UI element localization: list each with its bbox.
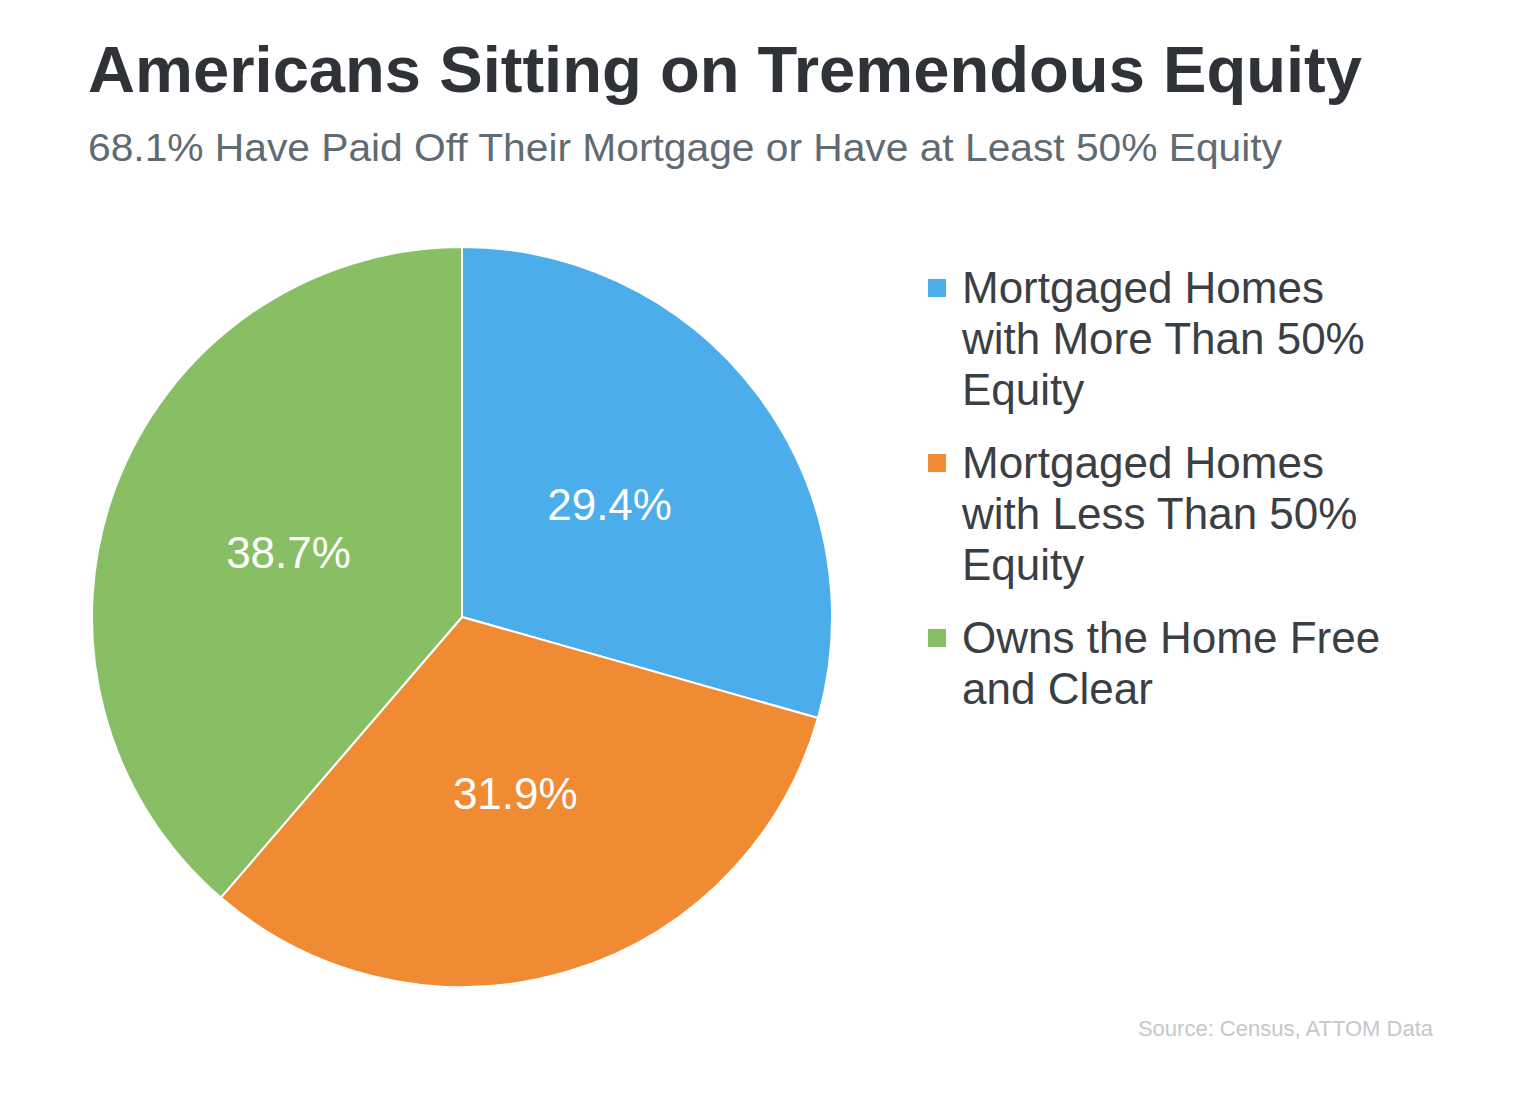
data-label: 38.7%: [226, 528, 351, 577]
data-label: 31.9%: [453, 769, 578, 818]
pie-slice: [92, 247, 462, 898]
subtitle: 68.1% Have Paid Off Their Mortgage or Ha…: [88, 127, 1282, 169]
title: Americans Sitting on Tremendous Equity: [88, 33, 1362, 106]
data-label: 29.4%: [547, 480, 672, 529]
legend-swatch: [928, 279, 946, 297]
legend-item: Owns the Home Free and Clear: [928, 612, 1387, 714]
legend-label: Owns the Home Free and Clear: [962, 612, 1387, 714]
legend-item: Mortgaged Homes with More Than 50% Equit…: [928, 262, 1387, 415]
legend-label: Mortgaged Homes with Less Than 50% Equit…: [962, 437, 1387, 590]
legend-swatch: [928, 454, 946, 472]
chart-canvas: Americans Sitting on Tremendous Equity 68…: [0, 0, 1536, 1098]
pie: [92, 247, 832, 987]
legend-label: Mortgaged Homes with More Than 50% Equit…: [962, 262, 1387, 415]
legend-swatch: [928, 629, 946, 647]
legend-item: Mortgaged Homes with Less Than 50% Equit…: [928, 437, 1387, 590]
source-note: Source: Census, ATTOM Data: [1138, 1016, 1434, 1041]
legend: Mortgaged Homes with More Than 50% Equit…: [928, 262, 1387, 736]
